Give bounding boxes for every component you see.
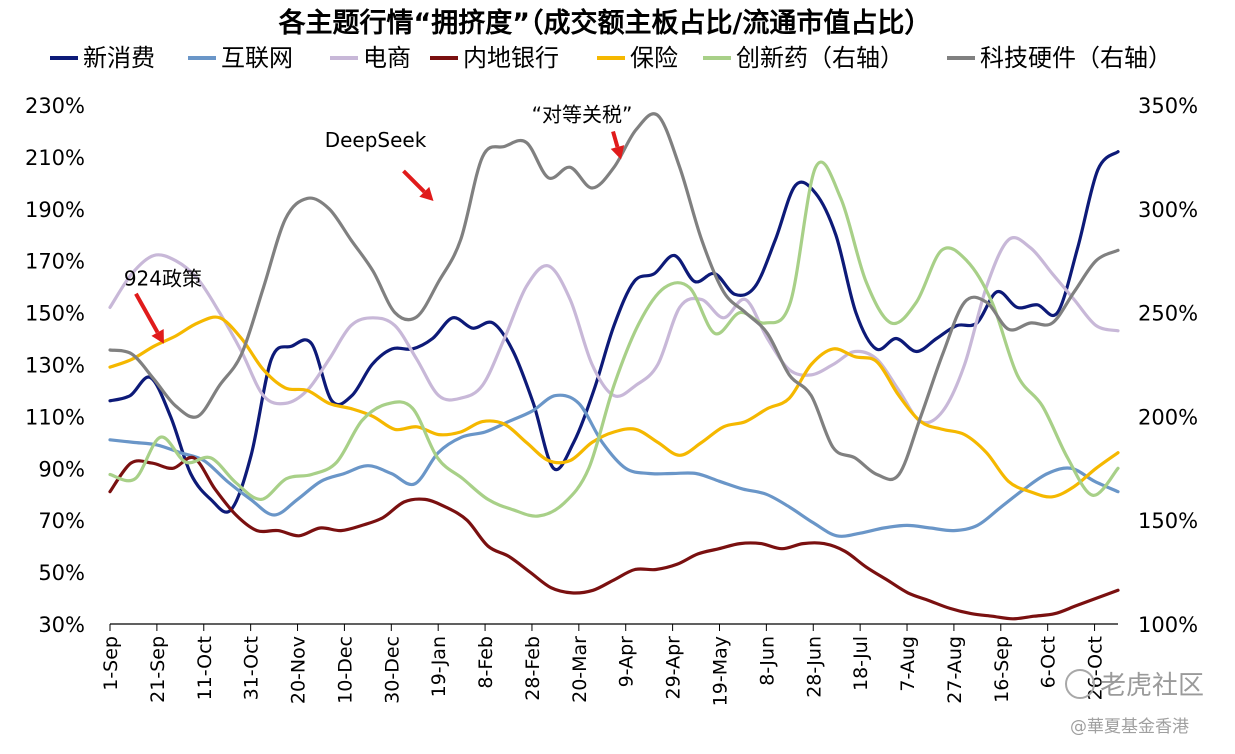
y-left-tick-label: 30%: [38, 613, 85, 637]
x-tick-label: 10-Dec: [334, 636, 356, 704]
legend-label: 新消费: [83, 44, 155, 72]
x-tick-label: 19-May: [709, 636, 731, 706]
x-tick-label: 11-Oct: [194, 636, 216, 700]
y-left-tick-label: 190%: [25, 198, 85, 222]
series-line: [108, 315, 1120, 499]
series-line: [108, 236, 1120, 425]
x-tick-label: 31-Oct: [241, 636, 263, 700]
x-tick-label: 30-Dec: [381, 636, 403, 704]
x-tick-label: 8-Jun: [756, 636, 778, 686]
y-left-tick-label: 110%: [25, 405, 85, 429]
axes: 30% 50% 70% 90% 110% 130% 150% 170% 190% 210% 230%…: [25, 94, 1198, 706]
tiger-logo-icon: [1065, 669, 1095, 699]
x-tick-label: 27-Aug: [944, 636, 966, 704]
x-tick-label: 16-Sep: [991, 636, 1013, 703]
legend-label: 创新药（右轴）: [736, 44, 904, 72]
annotation-arrow-head: [610, 145, 625, 160]
annotation-label: 924政策: [124, 267, 202, 291]
watermark: 老虎社区 @華夏基金香港: [1065, 669, 1204, 737]
x-tick-label: 9-Apr: [616, 636, 638, 688]
x-tick-label: 19-Jan: [428, 636, 450, 697]
y-right-tick-label: 300%: [1138, 198, 1198, 222]
legend-label: 互联网: [221, 44, 293, 72]
x-tick-label: 20-Mar: [569, 636, 591, 703]
y-left-tick-label: 170%: [25, 250, 85, 274]
x-tick-label: 29-Apr: [663, 636, 685, 700]
legend-label: 科技硬件（右轴）: [980, 44, 1172, 72]
chart-title: 各主题行情“拥挤度”（成交额主板占比/流通市值占比）: [278, 7, 932, 39]
x-tick-label: 6-Oct: [1038, 636, 1060, 688]
x-tick-label: 18-Jul: [850, 636, 872, 691]
legend: 新消费 互联网 电商 内地银行 保险 创新药（右轴） 科技硬件（右轴）: [50, 44, 1172, 72]
series-line: [108, 393, 1120, 538]
y-right-tick-label: 350%: [1138, 94, 1198, 118]
legend-label: 内地银行: [463, 44, 559, 72]
y-left-tick-label: 70%: [38, 509, 85, 533]
y-right-tick-label: 200%: [1138, 405, 1198, 429]
annotation-arrow-head: [419, 186, 434, 202]
y-right-tick-label: 100%: [1138, 613, 1198, 637]
y-right-tick-label: 150%: [1138, 509, 1198, 533]
watermark-tiger: 老虎社区: [1100, 671, 1204, 701]
x-tick-label: 20-Nov: [288, 636, 310, 704]
legend-label: 保险: [630, 44, 678, 72]
y-left-tick-label: 130%: [25, 354, 85, 378]
series-line: [108, 112, 1120, 482]
legend-label: 电商: [363, 44, 411, 72]
y-left-tick-label: 90%: [38, 457, 85, 481]
x-tick-label: 8-Feb: [475, 636, 497, 689]
x-tick-label: 1-Sep: [100, 636, 122, 691]
y-left-tick-label: 230%: [25, 94, 85, 118]
annotation-arrow-shaft: [402, 169, 426, 194]
watermark-author: @華夏基金香港: [1070, 717, 1189, 737]
y-left-tick-label: 50%: [38, 561, 85, 585]
annotation-arrow-head: [151, 328, 164, 344]
annotation-label: “对等关税”: [532, 102, 633, 126]
annotation-label: DeepSeek: [325, 128, 427, 152]
x-tick-label: 26-Oct: [1085, 636, 1107, 700]
y-left-tick-label: 150%: [25, 302, 85, 326]
y-right-tick-label: 250%: [1138, 302, 1198, 326]
y-left-tick-label: 210%: [25, 146, 85, 170]
annotation-arrow-shaft: [134, 292, 160, 334]
annotation-layer: 924政策 DeepSeek “对等关税”: [124, 102, 633, 344]
annotation-arrow-shaft: [611, 130, 620, 148]
series-line: [108, 455, 1120, 621]
x-tick-label: 28-Jun: [803, 636, 825, 698]
series-line: [108, 160, 1120, 518]
x-tick-label: 7-Aug: [897, 636, 919, 692]
x-tick-label: 28-Feb: [522, 636, 544, 701]
series-layer: [108, 112, 1120, 621]
x-tick-label: 21-Sep: [147, 636, 169, 703]
